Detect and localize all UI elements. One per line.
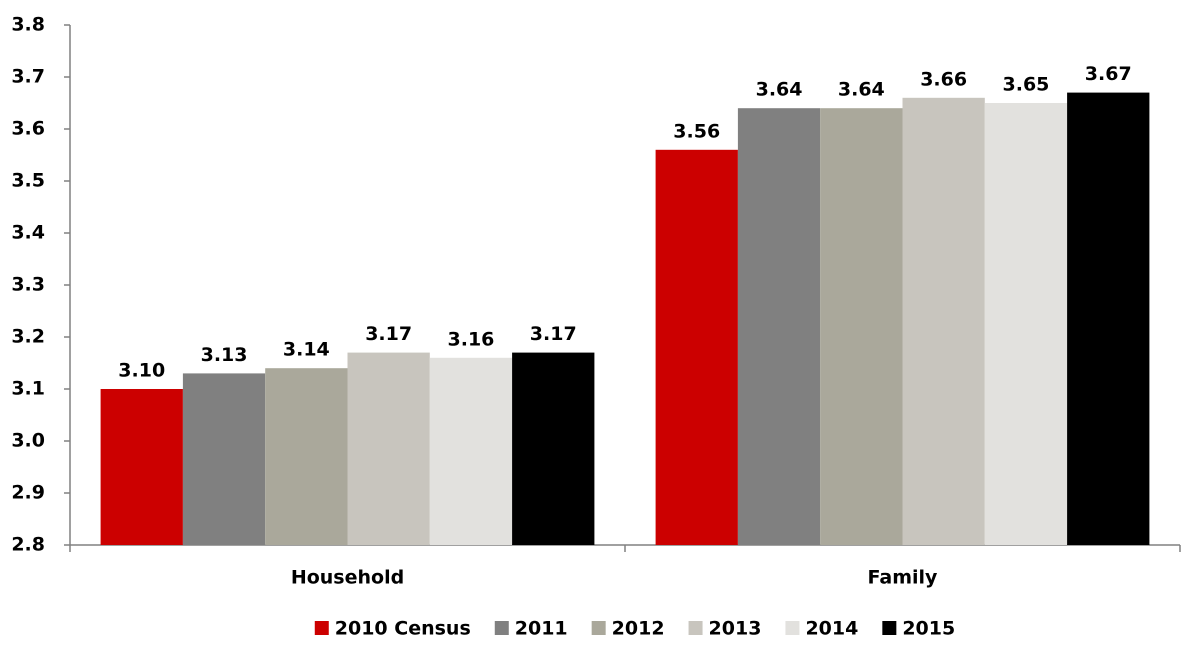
x-tick-label: Household — [291, 567, 404, 589]
bar — [100, 389, 183, 545]
value-label: 3.64 — [838, 79, 885, 101]
y-tick-label: 3.3 — [11, 274, 45, 296]
bar — [347, 352, 430, 545]
y-tick-label: 3.2 — [11, 326, 45, 348]
legend-swatch — [882, 621, 897, 635]
value-label: 3.10 — [118, 360, 165, 382]
y-tick-label: 3.5 — [11, 170, 45, 192]
bar — [984, 103, 1068, 545]
value-label: 3.56 — [673, 120, 720, 142]
bar — [902, 97, 985, 546]
value-label: 3.65 — [1003, 74, 1050, 96]
legend-label: 2013 — [709, 618, 762, 640]
x-tick-label: Family — [868, 567, 939, 589]
legend-swatch — [494, 621, 509, 635]
value-label: 3.64 — [756, 79, 803, 101]
value-label: 3.16 — [448, 328, 495, 350]
legend-label: 2010 Census — [335, 618, 471, 640]
value-label: 3.66 — [920, 68, 967, 90]
legend-label: 2014 — [805, 618, 858, 640]
bar — [429, 357, 513, 545]
bar — [820, 108, 903, 545]
bar — [655, 149, 738, 546]
y-tick-label: 2.8 — [11, 534, 45, 556]
bar — [512, 352, 595, 545]
y-tick-label: 3.0 — [11, 430, 45, 452]
legend-label: 2011 — [515, 618, 568, 640]
value-label: 3.13 — [201, 344, 248, 366]
bar — [1067, 92, 1150, 545]
legend-swatch — [314, 621, 329, 635]
value-label: 3.17 — [365, 323, 412, 345]
legend-swatch — [591, 621, 606, 635]
y-tick-label: 3.6 — [11, 118, 45, 140]
legend-swatch — [785, 621, 800, 635]
y-tick-label: 3.1 — [11, 378, 45, 400]
y-tick-label: 2.9 — [11, 482, 45, 504]
value-label: 3.17 — [530, 323, 577, 345]
bar — [737, 108, 821, 545]
y-tick-label: 3.7 — [11, 66, 45, 88]
y-tick-label: 3.8 — [11, 14, 45, 36]
value-label: 3.67 — [1085, 63, 1132, 85]
legend-label: 2015 — [902, 618, 955, 640]
legend-label: 2012 — [612, 618, 665, 640]
value-label: 3.14 — [283, 339, 330, 361]
bar — [265, 368, 348, 545]
y-tick-label: 3.4 — [11, 222, 45, 244]
legend-swatch — [688, 621, 703, 635]
bar — [182, 373, 266, 545]
